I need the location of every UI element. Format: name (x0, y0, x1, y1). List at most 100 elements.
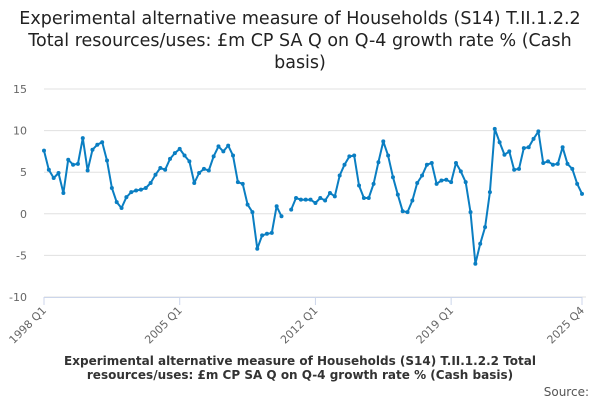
data-point (565, 161, 570, 166)
data-point (458, 169, 463, 174)
data-point (100, 140, 105, 145)
data-point (352, 153, 357, 158)
data-point (294, 195, 299, 200)
data-point (124, 195, 129, 200)
data-point (303, 197, 308, 202)
data-point (182, 153, 187, 158)
data-point (80, 136, 85, 141)
data-point (502, 152, 507, 157)
data-point (231, 153, 236, 158)
legend-item[interactable]: Experimental alternative measure of Hous… (64, 354, 536, 382)
data-point (516, 166, 521, 171)
data-point (546, 159, 551, 164)
data-point (376, 160, 381, 165)
data-point (206, 168, 211, 173)
data-point (386, 153, 391, 158)
data-point (61, 191, 66, 195)
data-point (390, 175, 395, 180)
data-point (148, 181, 153, 186)
data-point (269, 230, 274, 235)
x-tick-label: 2005 Q1 (142, 304, 185, 347)
data-point (260, 233, 265, 238)
y-tick-label: 15 (13, 83, 27, 96)
data-point (439, 178, 444, 183)
data-point (250, 210, 255, 215)
data-point (410, 198, 415, 203)
data-point (109, 186, 114, 191)
data-point (361, 195, 366, 200)
data-point (308, 197, 313, 202)
data-point (216, 144, 221, 149)
data-point (289, 207, 294, 212)
data-point (245, 202, 250, 207)
data-point (487, 190, 492, 195)
data-point (129, 190, 134, 195)
data-point (114, 200, 119, 205)
data-point (405, 210, 410, 215)
data-point (226, 143, 231, 148)
data-point (134, 188, 139, 193)
data-point (492, 126, 497, 131)
data-point (187, 159, 192, 164)
data-point (163, 167, 168, 172)
data-point (192, 181, 197, 186)
data-point (478, 241, 483, 246)
data-point (240, 181, 245, 186)
data-point (555, 161, 560, 166)
x-tick-label: 2025 Q4 (545, 304, 588, 347)
data-point (342, 162, 347, 167)
data-point (143, 186, 148, 191)
y-tick-label: 0 (20, 208, 27, 221)
data-point (453, 161, 458, 166)
data-point (381, 139, 386, 144)
data-point (337, 173, 342, 178)
data-point (512, 167, 517, 172)
y-tick-label: 5 (20, 166, 27, 179)
data-point (424, 162, 429, 167)
data-point (211, 154, 216, 159)
data-point (279, 214, 284, 219)
data-point (313, 200, 318, 205)
data-point (531, 136, 536, 141)
data-point (468, 210, 473, 215)
x-tick-label: 2012 Q1 (278, 304, 321, 347)
data-point (332, 194, 337, 199)
data-point (536, 129, 541, 134)
data-point (168, 156, 173, 161)
data-point (51, 176, 56, 181)
data-point (357, 183, 362, 188)
x-tick-label: 2019 Q1 (414, 304, 457, 347)
data-point (153, 172, 158, 177)
data-point (201, 166, 206, 171)
data-point (347, 154, 352, 159)
data-point (119, 205, 124, 210)
data-point (66, 157, 71, 162)
source-label: Source: (543, 385, 589, 399)
data-point (434, 181, 439, 186)
data-point (371, 181, 376, 186)
data-point (366, 195, 371, 200)
data-point (105, 158, 110, 163)
data-point (497, 140, 502, 145)
data-point (429, 161, 434, 166)
data-point (483, 225, 488, 230)
data-point (264, 231, 269, 236)
data-point (570, 166, 575, 171)
data-point (327, 191, 332, 195)
data-point (560, 145, 565, 150)
data-point (71, 162, 76, 167)
data-point (580, 191, 584, 196)
data-point (75, 161, 80, 166)
data-point (463, 180, 468, 185)
data-point (138, 187, 143, 192)
data-point (197, 171, 202, 176)
data-point (575, 181, 580, 186)
y-tick-label: -5 (16, 249, 27, 262)
data-point (473, 261, 478, 266)
data-point (298, 197, 303, 202)
data-point (541, 161, 546, 166)
chart-title: Experimental alternative measure of Hous… (19, 9, 581, 73)
data-point (158, 166, 163, 171)
data-point (42, 148, 46, 153)
